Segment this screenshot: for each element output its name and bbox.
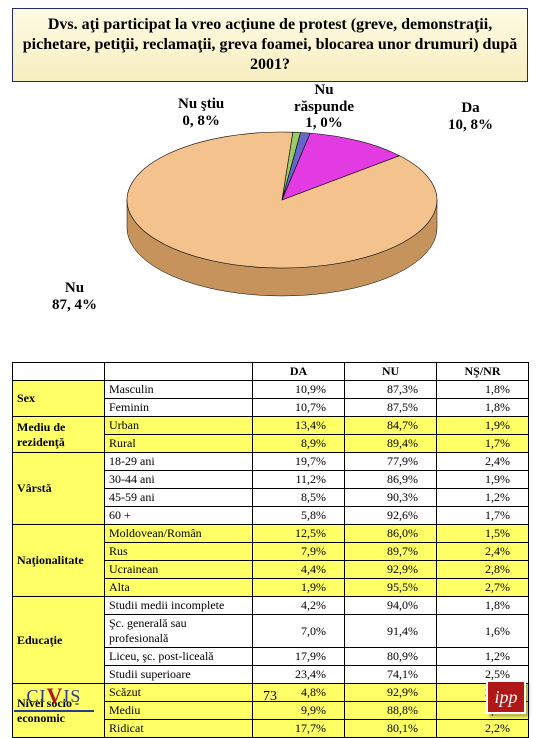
category-cell: 18-29 ani [105, 453, 253, 471]
table-header [105, 363, 253, 381]
category-cell: Studii medii incomplete [105, 597, 253, 615]
value-cell: 2,4% [437, 543, 529, 561]
value-cell: 90,3% [345, 489, 437, 507]
category-cell: 45-59 ani [105, 489, 253, 507]
table-row: NaţionalitateMoldovean/Român12,5%86,0%1,… [13, 525, 529, 543]
logo-civis: CIVIS [14, 682, 94, 712]
value-cell: 1,8% [437, 381, 529, 399]
category-cell: Liceu, şc. post-liceală [105, 648, 253, 666]
group-cell: Mediu de rezidenţă [13, 417, 105, 453]
value-cell: 1,2% [437, 489, 529, 507]
value-cell: 8,9% [253, 435, 345, 453]
value-cell: 19,7% [253, 453, 345, 471]
value-cell: 92,6% [345, 507, 437, 525]
value-cell: 8,5% [253, 489, 345, 507]
pie-label: Nu răspunde 1, 0% [294, 82, 354, 132]
table-row: Vârstă18-29 ani19,7%77,9%2,4% [13, 453, 529, 471]
value-cell: 1,9% [437, 471, 529, 489]
value-cell: 1,8% [437, 399, 529, 417]
value-cell: 17,7% [253, 720, 345, 738]
value-cell: 1,9% [253, 579, 345, 597]
value-cell: 86,0% [345, 525, 437, 543]
pie-chart-3d: Nu ştiu 0, 8% Nu răspunde 1, 0% Da 10, 8% N… [12, 82, 528, 362]
value-cell: 1,8% [437, 597, 529, 615]
footer: CIVIS 73 ipp [0, 680, 540, 714]
category-cell: 30-44 ani [105, 471, 253, 489]
value-cell: 92,9% [345, 561, 437, 579]
category-cell: Masculin [105, 381, 253, 399]
table-header: DA [253, 363, 345, 381]
category-cell: Alta [105, 579, 253, 597]
value-cell: 2,7% [437, 579, 529, 597]
value-cell: 7,0% [253, 615, 345, 648]
value-cell: 10,7% [253, 399, 345, 417]
value-cell: 94,0% [345, 597, 437, 615]
category-cell: Rus [105, 543, 253, 561]
value-cell: 11,2% [253, 471, 345, 489]
pie-label: Nu 87, 4% [52, 280, 97, 313]
category-cell: Ridicat [105, 720, 253, 738]
category-cell: Rural [105, 435, 253, 453]
category-cell: Ucrainean [105, 561, 253, 579]
value-cell: 89,4% [345, 435, 437, 453]
value-cell: 2,2% [437, 720, 529, 738]
value-cell: 4,4% [253, 561, 345, 579]
logo-ipp: ipp [486, 680, 526, 714]
value-cell: 80,9% [345, 648, 437, 666]
value-cell: 10,9% [253, 381, 345, 399]
value-cell: 2,4% [437, 453, 529, 471]
group-cell: Educaţie [13, 597, 105, 684]
value-cell: 2,8% [437, 561, 529, 579]
value-cell: 1,2% [437, 648, 529, 666]
value-cell: 5,8% [253, 507, 345, 525]
group-cell: Naţionalitate [13, 525, 105, 597]
value-cell: 89,7% [345, 543, 437, 561]
category-cell: Feminin [105, 399, 253, 417]
value-cell: 95,5% [345, 579, 437, 597]
value-cell: 1,7% [437, 507, 529, 525]
value-cell: 80,1% [345, 720, 437, 738]
value-cell: 1,9% [437, 417, 529, 435]
value-cell: 12,5% [253, 525, 345, 543]
value-cell: 7,9% [253, 543, 345, 561]
pie-svg [112, 112, 452, 332]
table-header: NŞ/NR [437, 363, 529, 381]
table-header [13, 363, 105, 381]
category-cell: 60 + [105, 507, 253, 525]
value-cell: 87,5% [345, 399, 437, 417]
category-cell: Şc. generală sau profesională [105, 615, 253, 648]
value-cell: 77,9% [345, 453, 437, 471]
value-cell: 86,9% [345, 471, 437, 489]
pie-label: Nu ştiu 0, 8% [178, 96, 224, 129]
category-cell: Urban [105, 417, 253, 435]
value-cell: 91,4% [345, 615, 437, 648]
table-row: SexMasculin10,9%87,3%1,8% [13, 381, 529, 399]
value-cell: 4,2% [253, 597, 345, 615]
value-cell: 13,4% [253, 417, 345, 435]
pie-label: Da 10, 8% [448, 100, 493, 133]
value-cell: 84,7% [345, 417, 437, 435]
value-cell: 1,7% [437, 435, 529, 453]
table-row: Mediu de rezidenţăUrban13,4%84,7%1,9% [13, 417, 529, 435]
value-cell: 1,6% [437, 615, 529, 648]
value-cell: 87,3% [345, 381, 437, 399]
value-cell: 17,9% [253, 648, 345, 666]
group-cell: Vârstă [13, 453, 105, 525]
page-title: Dvs. aţi participat la vreo acţiune de p… [12, 8, 528, 82]
group-cell: Sex [13, 381, 105, 417]
value-cell: 1,5% [437, 525, 529, 543]
page-number: 73 [263, 689, 277, 705]
table-header: NU [345, 363, 437, 381]
table-row: EducaţieStudii medii incomplete4,2%94,0%… [13, 597, 529, 615]
category-cell: Moldovean/Român [105, 525, 253, 543]
